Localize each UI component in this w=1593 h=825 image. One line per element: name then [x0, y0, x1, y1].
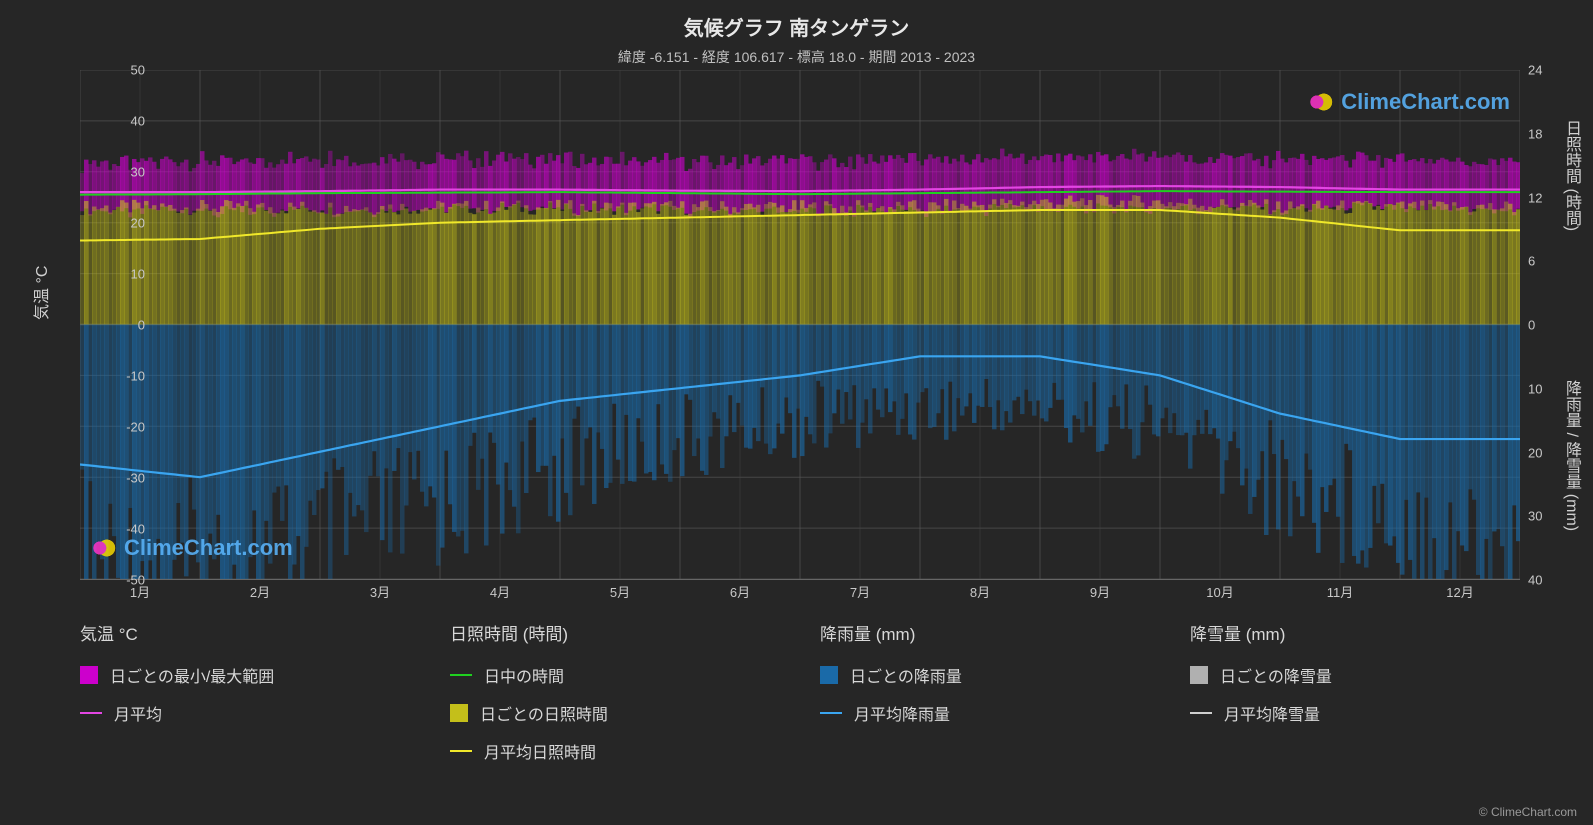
- legend-line-icon: [1190, 712, 1212, 714]
- y-tick-left: -30: [105, 471, 145, 486]
- legend-label: 日中の時間: [484, 663, 564, 687]
- legend-swatch-icon: [1190, 666, 1208, 684]
- legend-item: 日ごとの降雨量: [820, 663, 1150, 687]
- legend-swatch-icon: [450, 704, 468, 722]
- x-tick: 1月: [130, 582, 150, 601]
- y-tick-right-top: 0: [1528, 318, 1568, 333]
- y-tick-left: 0: [105, 318, 145, 333]
- legend-label: 月平均日照時間: [484, 739, 596, 763]
- x-tick: 3月: [370, 582, 390, 601]
- y-axis-left-label: 気温 °C: [28, 266, 52, 320]
- legend-label: 日ごとの日照時間: [480, 701, 608, 725]
- legend-label: 月平均降雨量: [854, 701, 950, 725]
- legend-line-icon: [820, 712, 842, 714]
- plot-svg: [80, 70, 1520, 580]
- x-tick: 6月: [730, 582, 750, 601]
- legend-label: 月平均降雪量: [1224, 701, 1320, 725]
- legend-head: 降雨量 (mm): [820, 620, 1150, 645]
- chart-area: ClimeChart.com ClimeChart.com: [80, 70, 1520, 580]
- x-tick: 4月: [490, 582, 510, 601]
- watermark-text: ClimeChart.com: [1341, 89, 1510, 115]
- legend-line-icon: [450, 750, 472, 752]
- legend-item: 月平均降雪量: [1190, 701, 1520, 725]
- legend-group: 気温 °C 日ごとの最小/最大範囲月平均: [80, 620, 410, 777]
- legend-item: 日ごとの最小/最大範囲: [80, 663, 410, 687]
- legend-item: 月平均降雨量: [820, 701, 1150, 725]
- y-tick-right-bottom: 10: [1528, 381, 1568, 396]
- y-tick-left: 20: [105, 216, 145, 231]
- legend-label: 日ごとの最小/最大範囲: [110, 663, 274, 687]
- chart-title: 気候グラフ 南タンゲラン: [0, 0, 1593, 41]
- legend-label: 日ごとの降雪量: [1220, 663, 1332, 687]
- y-tick-left: 50: [105, 63, 145, 78]
- legend-line-icon: [80, 712, 102, 714]
- legend-item: 月平均日照時間: [450, 739, 780, 763]
- legend-line-icon: [450, 674, 472, 676]
- legend-item: 日ごとの降雪量: [1190, 663, 1520, 687]
- y-tick-left: -40: [105, 522, 145, 537]
- x-tick: 9月: [1090, 582, 1110, 601]
- y-tick-left: 40: [105, 114, 145, 129]
- watermark-text: ClimeChart.com: [124, 535, 293, 561]
- legend-head: 気温 °C: [80, 620, 410, 645]
- watermark-bottom: ClimeChart.com: [90, 534, 293, 562]
- legend: 気温 °C 日ごとの最小/最大範囲月平均 日照時間 (時間) 日中の時間日ごとの日照時…: [80, 620, 1520, 777]
- chart-subtitle: 緯度 -6.151 - 経度 106.617 - 標高 18.0 - 期間 20…: [0, 41, 1593, 67]
- y-tick-right-top: 24: [1528, 63, 1568, 78]
- legend-item: 月平均: [80, 701, 410, 725]
- y-tick-left: -20: [105, 420, 145, 435]
- climechart-logo-icon: [90, 534, 118, 562]
- climechart-logo-icon: [1307, 88, 1335, 116]
- x-tick: 11月: [1327, 582, 1354, 601]
- legend-item: 日中の時間: [450, 663, 780, 687]
- x-tick: 10月: [1206, 582, 1233, 601]
- x-tick: 8月: [970, 582, 990, 601]
- y-tick-right-bottom: 40: [1528, 573, 1568, 588]
- legend-group: 日照時間 (時間) 日中の時間日ごとの日照時間月平均日照時間: [450, 620, 780, 777]
- attribution: © ClimeChart.com: [1479, 805, 1577, 819]
- legend-label: 月平均: [114, 701, 162, 725]
- y-tick-right-top: 6: [1528, 254, 1568, 269]
- y-tick-left: 30: [105, 165, 145, 180]
- legend-label: 日ごとの降雨量: [850, 663, 962, 687]
- y-tick-right-bottom: 30: [1528, 509, 1568, 524]
- x-tick: 2月: [250, 582, 270, 601]
- y-tick-left: -10: [105, 369, 145, 384]
- legend-swatch-icon: [820, 666, 838, 684]
- watermark-top: ClimeChart.com: [1307, 88, 1510, 116]
- legend-group: 降雨量 (mm) 日ごとの降雨量月平均降雨量: [820, 620, 1150, 777]
- y-tick-right-top: 12: [1528, 190, 1568, 205]
- x-tick: 7月: [850, 582, 870, 601]
- y-tick-left: 10: [105, 267, 145, 282]
- legend-head: 降雪量 (mm): [1190, 620, 1520, 645]
- x-tick: 5月: [610, 582, 630, 601]
- y-tick-right-bottom: 20: [1528, 445, 1568, 460]
- x-tick: 12月: [1446, 582, 1473, 601]
- legend-swatch-icon: [80, 666, 98, 684]
- legend-item: 日ごとの日照時間: [450, 701, 780, 725]
- legend-group: 降雪量 (mm) 日ごとの降雪量月平均降雪量: [1190, 620, 1520, 777]
- y-tick-right-top: 18: [1528, 126, 1568, 141]
- legend-head: 日照時間 (時間): [450, 620, 780, 645]
